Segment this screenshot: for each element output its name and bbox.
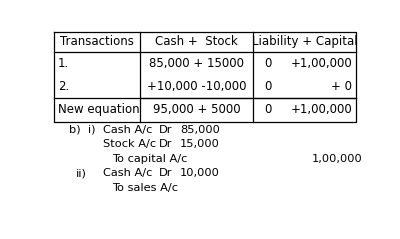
Text: + 0: + 0: [331, 80, 352, 93]
Text: Dr: Dr: [158, 168, 172, 179]
Text: Stock A/c: Stock A/c: [103, 139, 156, 149]
Text: 15,000: 15,000: [180, 139, 220, 149]
Text: 95,000 + 5000: 95,000 + 5000: [153, 103, 240, 116]
Text: 0: 0: [264, 103, 272, 116]
Text: To capital A/c: To capital A/c: [112, 154, 187, 164]
Text: 10,000: 10,000: [180, 168, 220, 179]
Text: ii): ii): [76, 168, 86, 179]
Text: Cash A/c: Cash A/c: [103, 168, 152, 179]
Text: b)  i): b) i): [69, 125, 96, 135]
Text: 85,000 + 15000: 85,000 + 15000: [149, 57, 244, 70]
Text: Liability + Capital: Liability + Capital: [252, 35, 358, 48]
Text: +1,00,000: +1,00,000: [290, 57, 352, 70]
Text: To sales A/c: To sales A/c: [112, 183, 178, 193]
Text: 0: 0: [264, 80, 272, 93]
Text: 2.: 2.: [58, 80, 69, 93]
Text: Dr: Dr: [158, 139, 172, 149]
Text: 85,000: 85,000: [180, 125, 220, 135]
Text: Cash A/c: Cash A/c: [103, 125, 152, 135]
Text: 1,00,000: 1,00,000: [312, 154, 363, 164]
Text: Cash +  Stock: Cash + Stock: [155, 35, 238, 48]
Text: 0: 0: [264, 57, 272, 70]
Text: 1.: 1.: [58, 57, 69, 70]
Text: New equation: New equation: [58, 103, 139, 116]
Text: Transactions: Transactions: [60, 35, 134, 48]
Text: Dr: Dr: [158, 125, 172, 135]
Text: +1,00,000: +1,00,000: [290, 103, 352, 116]
Text: +10,000 -10,000: +10,000 -10,000: [147, 80, 246, 93]
